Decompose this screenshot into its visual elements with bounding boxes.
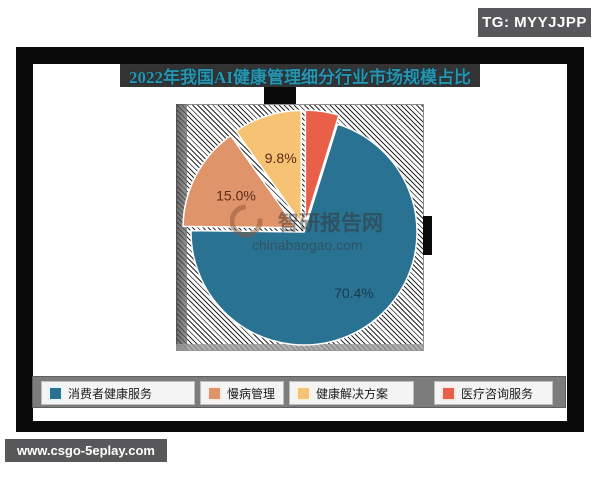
svg-text:9.8%: 9.8% bbox=[265, 150, 297, 166]
svg-text:70.4%: 70.4% bbox=[334, 285, 374, 301]
svg-text:15.0%: 15.0% bbox=[216, 187, 256, 203]
svg-text:chinabaogao.com: chinabaogao.com bbox=[252, 237, 363, 253]
svg-text:智研报告网: 智研报告网 bbox=[278, 211, 383, 235]
